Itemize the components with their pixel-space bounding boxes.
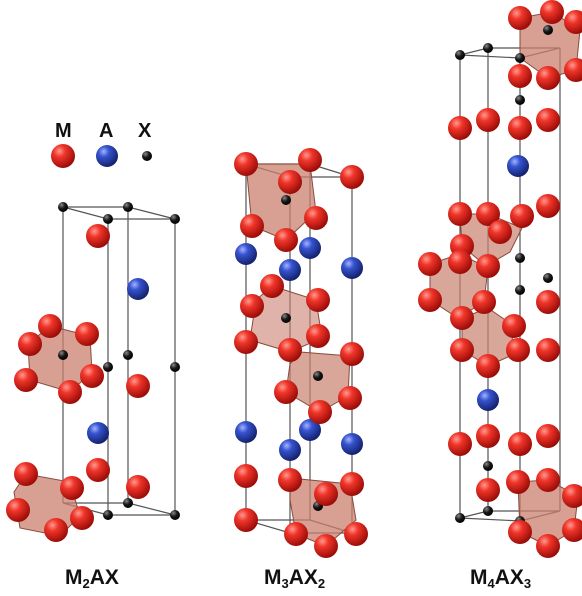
caption-m2ax: M2AX: [65, 566, 119, 591]
caption-m3ax2-sub1: 3: [281, 576, 289, 591]
legend-x-label: X: [138, 120, 152, 142]
caption-m3ax2-sub2: 2: [317, 576, 326, 591]
m4ax3-structure: [418, 0, 582, 558]
caption-m2ax-mid: AX: [89, 566, 119, 589]
m2ax-m-atoms: [6, 224, 150, 542]
caption-m2ax-main: M: [65, 566, 83, 589]
caption-m4ax3-main: M: [470, 566, 488, 589]
legend-m-atom: [51, 144, 75, 168]
caption-m3ax2-main: M: [264, 566, 282, 589]
caption-m4ax3: M4AX3: [470, 566, 531, 591]
m3ax2-m-atoms: [234, 148, 368, 558]
legend-a-atom: [96, 145, 118, 167]
m2ax-x-atoms: [58, 202, 180, 520]
m4ax3-a-atoms: [477, 155, 529, 411]
m3ax2-structure: [234, 148, 368, 558]
m4ax3-m-atoms: [418, 0, 582, 558]
legend-m-label: M: [55, 120, 72, 142]
caption-m4ax3-mid: AX: [494, 566, 524, 589]
m2ax-a-atoms: [87, 278, 149, 444]
caption-m4ax3-sub1: 4: [487, 576, 495, 591]
m2ax-structure: [6, 202, 180, 542]
caption-m3ax2: M3AX2: [264, 566, 325, 591]
caption-m3ax2-mid: AX: [288, 566, 318, 589]
m3ax2-a-atoms: [235, 237, 363, 461]
legend-x-atom: [142, 151, 152, 161]
legend-a-label: A: [99, 120, 114, 142]
caption-m2ax-sub1: 2: [82, 576, 90, 591]
caption-m4ax3-sub2: 3: [523, 576, 532, 591]
